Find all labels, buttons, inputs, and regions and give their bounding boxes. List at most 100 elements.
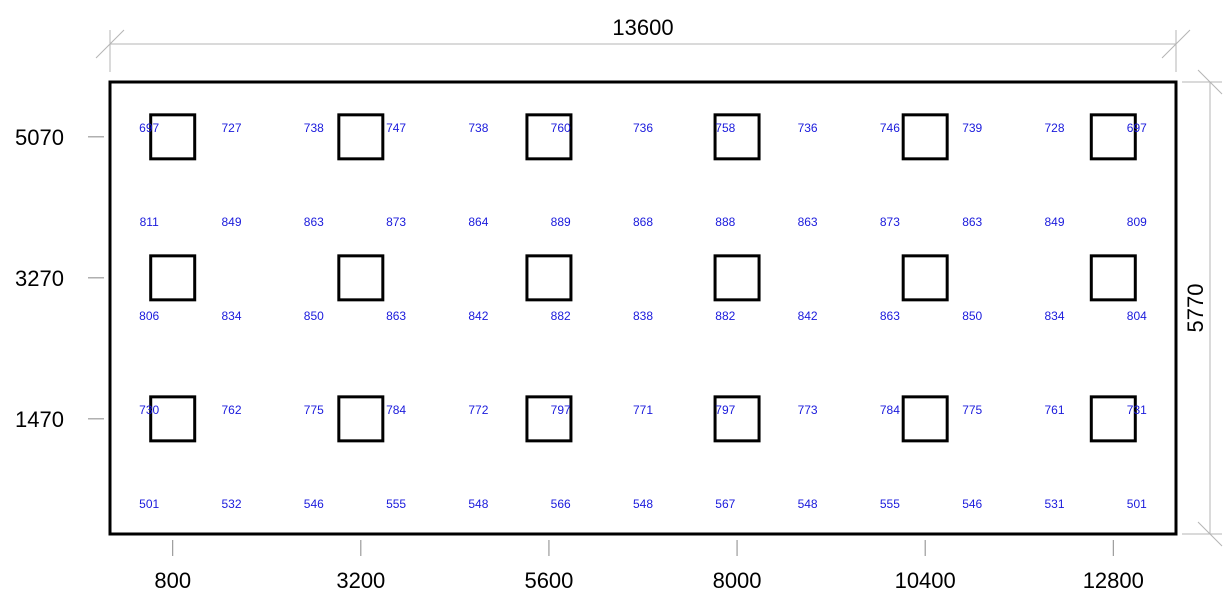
illuminance-value: 775 xyxy=(962,403,982,417)
illuminance-value: 784 xyxy=(386,403,406,417)
illuminance-value: 728 xyxy=(1044,121,1064,135)
illuminance-value: 806 xyxy=(139,309,159,323)
top-dimension-tick-right xyxy=(1161,29,1191,59)
illuminance-value: 548 xyxy=(468,497,488,511)
right-dimension-tick-top xyxy=(1197,69,1223,95)
luminaire-3-5 xyxy=(901,113,949,161)
illuminance-value: 548 xyxy=(798,497,818,511)
luminaire-3-1 xyxy=(149,113,197,161)
illuminance-value: 797 xyxy=(715,403,735,417)
illuminance-value: 868 xyxy=(633,215,653,229)
luminaire-layer xyxy=(149,113,1137,443)
illuminance-value: 863 xyxy=(386,309,406,323)
y-tick-label: 5070 xyxy=(15,125,64,150)
luminaire-2-6 xyxy=(1089,254,1137,302)
illuminance-value: 736 xyxy=(798,121,818,135)
illuminance-value: 555 xyxy=(386,497,406,511)
illuminance-value: 739 xyxy=(962,121,982,135)
luminaire-2-4 xyxy=(713,254,761,302)
illuminance-value: 567 xyxy=(715,497,735,511)
illuminance-value: 727 xyxy=(221,121,241,135)
illuminance-value: 863 xyxy=(880,309,900,323)
illuminance-values: 697 727 738 747 738 760 736 758 736 746 739 728 697 8… xyxy=(139,121,1147,511)
illuminance-value: 811 xyxy=(140,215,159,229)
luminaire-2-3 xyxy=(525,254,573,302)
illuminance-value: 863 xyxy=(962,215,982,229)
luminaire-2-5 xyxy=(901,254,949,302)
illuminance-value: 738 xyxy=(304,121,324,135)
illuminance-value: 555 xyxy=(880,497,900,511)
x-tick-label: 10400 xyxy=(895,568,956,593)
illuminance-value: 850 xyxy=(304,309,324,323)
illuminance-value: 775 xyxy=(304,403,324,417)
illuminance-value: 849 xyxy=(1044,215,1064,229)
illuminance-value: 882 xyxy=(715,309,735,323)
illuminance-value: 842 xyxy=(468,309,488,323)
illuminance-value: 736 xyxy=(633,121,653,135)
illuminance-value: 697 xyxy=(1127,121,1147,135)
luminaire-3-4 xyxy=(713,113,761,161)
illuminance-value: 771 xyxy=(633,403,653,417)
illuminance-value: 773 xyxy=(798,403,818,417)
illuminance-value: 882 xyxy=(551,309,571,323)
illuminance-value: 834 xyxy=(221,309,241,323)
luminaire-1-1 xyxy=(149,395,197,443)
x-tick-label: 8000 xyxy=(713,568,762,593)
illuminance-value: 772 xyxy=(468,403,488,417)
x-axis: 800 3200 5600 8000 10400 12800 xyxy=(154,540,1144,593)
illuminance-value: 738 xyxy=(468,121,488,135)
illuminance-value: 889 xyxy=(551,215,571,229)
illuminance-value: 762 xyxy=(221,403,241,417)
luminaire-2-2 xyxy=(337,254,385,302)
luminaire-1-4 xyxy=(713,395,761,443)
luminaire-2-1 xyxy=(149,254,197,302)
luminaire-1-6 xyxy=(1089,395,1137,443)
illuminance-value: 804 xyxy=(1127,309,1147,323)
luminaire-3-6 xyxy=(1089,113,1137,161)
illuminance-value: 842 xyxy=(798,309,818,323)
top-dimension-tick-left xyxy=(95,29,125,59)
illuminance-value: 863 xyxy=(798,215,818,229)
illuminance-value: 697 xyxy=(139,121,159,135)
illuminance-value: 531 xyxy=(1044,497,1064,511)
illuminance-value: 864 xyxy=(468,215,488,229)
illuminance-value: 888 xyxy=(715,215,735,229)
x-tick-label: 12800 xyxy=(1083,568,1144,593)
x-tick-label: 800 xyxy=(154,568,191,593)
illuminance-value: 760 xyxy=(551,121,571,135)
right-dimension: 5770 xyxy=(1182,69,1223,547)
illuminance-value: 566 xyxy=(551,497,571,511)
illuminance-value: 730 xyxy=(139,403,159,417)
overall-height-label: 5770 xyxy=(1183,284,1208,333)
luminaire-1-5 xyxy=(901,395,949,443)
x-tick-label: 3200 xyxy=(336,568,385,593)
luminaire-3-3 xyxy=(525,113,573,161)
illuminance-value: 809 xyxy=(1127,215,1147,229)
illuminance-value: 746 xyxy=(880,121,900,135)
illuminance-value: 501 xyxy=(1127,497,1147,511)
illuminance-value: 797 xyxy=(551,403,571,417)
illuminance-value: 873 xyxy=(880,215,900,229)
illuminance-value: 548 xyxy=(633,497,653,511)
luminaire-1-3 xyxy=(525,395,573,443)
luminaire-3-2 xyxy=(337,113,385,161)
illuminance-value: 546 xyxy=(962,497,982,511)
overall-width-label: 13600 xyxy=(612,15,673,40)
luminaire-1-2 xyxy=(337,395,385,443)
illuminance-value: 834 xyxy=(1044,309,1064,323)
illuminance-value: 761 xyxy=(1044,403,1064,417)
y-tick-label: 3270 xyxy=(15,266,64,291)
x-tick-label: 5600 xyxy=(524,568,573,593)
illuminance-value: 850 xyxy=(962,309,982,323)
y-axis: 1470 3270 5070 xyxy=(15,125,104,432)
illuminance-value: 501 xyxy=(139,497,159,511)
illuminance-value: 838 xyxy=(633,309,653,323)
right-dimension-tick-bottom xyxy=(1197,521,1223,547)
illuminance-value: 873 xyxy=(386,215,406,229)
illuminance-value: 546 xyxy=(304,497,324,511)
illuminance-value: 532 xyxy=(221,497,241,511)
illuminance-value: 731 xyxy=(1127,403,1147,417)
y-tick-label: 1470 xyxy=(15,407,64,432)
illuminance-value: 849 xyxy=(221,215,241,229)
